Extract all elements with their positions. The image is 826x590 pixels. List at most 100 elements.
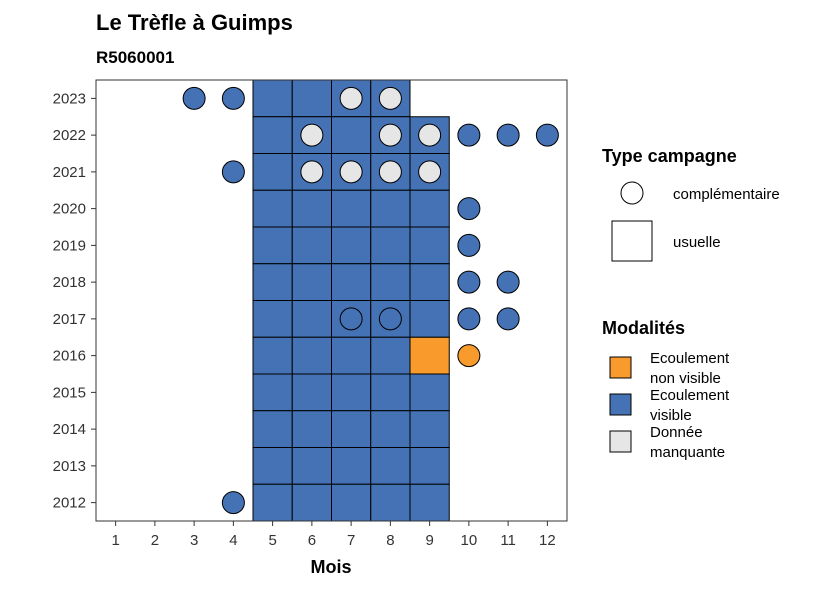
tile-2019-6 — [291, 226, 332, 265]
x-tick-label-11: 11 — [500, 532, 516, 549]
tile-2018-7 — [331, 263, 372, 301]
tile-2013-8 — [370, 447, 411, 485]
points-layer — [182, 86, 559, 515]
y-axis: 2012 2013 2014 2015 2016 2017 2018 2019 2020 2021… — [53, 90, 96, 512]
tile-2014-5 — [252, 410, 293, 448]
point-2017-10 — [457, 307, 481, 331]
tile-2021-5 — [252, 153, 293, 191]
tile-2015-6 — [291, 373, 332, 412]
tile-2015-5 — [252, 373, 293, 412]
point-2021-4 — [221, 160, 245, 184]
legend-type-campagne: Type campagne complémentaire usuelle — [602, 146, 780, 262]
tile-2019-8 — [370, 226, 411, 265]
x-tick-label-3: 3 — [190, 532, 198, 549]
chart-title: Le Trèfle à Guimps — [96, 10, 293, 35]
legend-label-usuelle: usuelle — [673, 234, 721, 251]
tile-2014-6 — [291, 410, 332, 448]
legend-fill-title: Modalités — [602, 318, 685, 338]
tile-2016-8 — [370, 336, 411, 375]
point-2022-11 — [496, 123, 520, 147]
tile-2015-7 — [331, 373, 372, 412]
tile-2015-9 — [409, 373, 450, 412]
legend-fill-label-0-0: Ecoulement — [650, 350, 730, 367]
tile-2019-5 — [252, 226, 293, 265]
legend-fill-key-2 — [609, 430, 632, 453]
point-2016-10 — [457, 344, 481, 368]
point-2017-8 — [378, 307, 402, 331]
point-2021-8 — [378, 160, 402, 184]
tile-2013-7 — [331, 447, 372, 485]
point-2012-4 — [221, 491, 245, 515]
legend-fill-label-0-1: non visible — [650, 370, 721, 387]
point-2022-9 — [418, 123, 442, 147]
tile-2022-5 — [252, 116, 293, 154]
tile-2014-9 — [409, 410, 450, 448]
point-2022-8 — [378, 123, 402, 147]
legend-label-complementaire: complémentaire — [673, 186, 780, 203]
tile-2019-7 — [331, 226, 372, 265]
y-tick-label-2016: 2016 — [53, 348, 86, 365]
tile-2019-9 — [409, 226, 450, 265]
y-tick-label-2023: 2023 — [53, 90, 86, 107]
tile-2020-8 — [370, 189, 411, 228]
chart-subtitle: R5060001 — [96, 48, 174, 67]
tile-2018-5 — [252, 263, 293, 301]
point-2023-8 — [378, 86, 402, 110]
tile-2018-8 — [370, 263, 411, 301]
x-axis: 1 2 3 4 5 6 7 8 9 10 11 12 — [111, 521, 556, 549]
tile-2012-5 — [252, 483, 293, 522]
y-tick-label-2017: 2017 — [53, 311, 86, 328]
tile-2020-5 — [252, 189, 293, 228]
x-axis-title: Mois — [310, 557, 351, 577]
tile-2012-9 — [409, 483, 450, 522]
legend-fill-key-0 — [609, 356, 632, 379]
legend-key-square — [611, 220, 653, 262]
tile-2020-7 — [331, 189, 372, 228]
y-tick-label-2019: 2019 — [53, 237, 86, 254]
point-2021-7 — [339, 160, 363, 184]
tile-2018-6 — [291, 263, 332, 301]
point-2020-10 — [457, 197, 481, 221]
x-tick-label-4: 4 — [229, 532, 237, 549]
point-2022-6 — [300, 123, 324, 147]
legend-key-circle — [620, 181, 644, 205]
point-2018-11 — [496, 270, 520, 294]
point-2023-4 — [221, 86, 245, 110]
tile-2015-8 — [370, 373, 411, 412]
x-tick-label-7: 7 — [347, 532, 355, 549]
x-tick-label-2: 2 — [151, 532, 159, 549]
tile-2013-6 — [291, 447, 332, 485]
tile-2023-6 — [291, 79, 332, 118]
tile-2012-8 — [370, 483, 411, 522]
tile-2014-8 — [370, 410, 411, 448]
tile-2017-5 — [252, 300, 293, 338]
point-2022-12 — [535, 123, 559, 147]
x-tick-label-5: 5 — [268, 532, 276, 549]
y-tick-label-2022: 2022 — [53, 127, 86, 144]
point-2022-10 — [457, 123, 481, 147]
point-2023-7 — [339, 86, 363, 110]
tile-2020-9 — [409, 189, 450, 228]
legend-shape-title: Type campagne — [602, 146, 737, 166]
tiles-layer — [252, 79, 450, 522]
tile-2012-7 — [331, 483, 372, 522]
legend-fill-key-1 — [609, 393, 632, 416]
y-tick-label-2014: 2014 — [53, 421, 86, 438]
tile-2016-9 — [409, 336, 450, 375]
x-tick-label-8: 8 — [386, 532, 394, 549]
y-tick-label-2012: 2012 — [53, 495, 86, 512]
tile-2017-9 — [409, 300, 450, 338]
legend-fill-label-2-1: manquante — [650, 444, 725, 461]
x-tick-label-6: 6 — [308, 532, 316, 549]
tile-2013-9 — [409, 447, 450, 485]
x-tick-label-1: 1 — [111, 532, 119, 549]
y-tick-label-2020: 2020 — [53, 201, 86, 218]
legend-fill-label-1-0: Ecoulement — [650, 387, 730, 404]
tile-2022-7 — [331, 116, 372, 154]
tile-2014-7 — [331, 410, 372, 448]
point-2017-11 — [496, 307, 520, 331]
x-tick-label-12: 12 — [539, 532, 556, 549]
point-2021-6 — [300, 160, 324, 184]
